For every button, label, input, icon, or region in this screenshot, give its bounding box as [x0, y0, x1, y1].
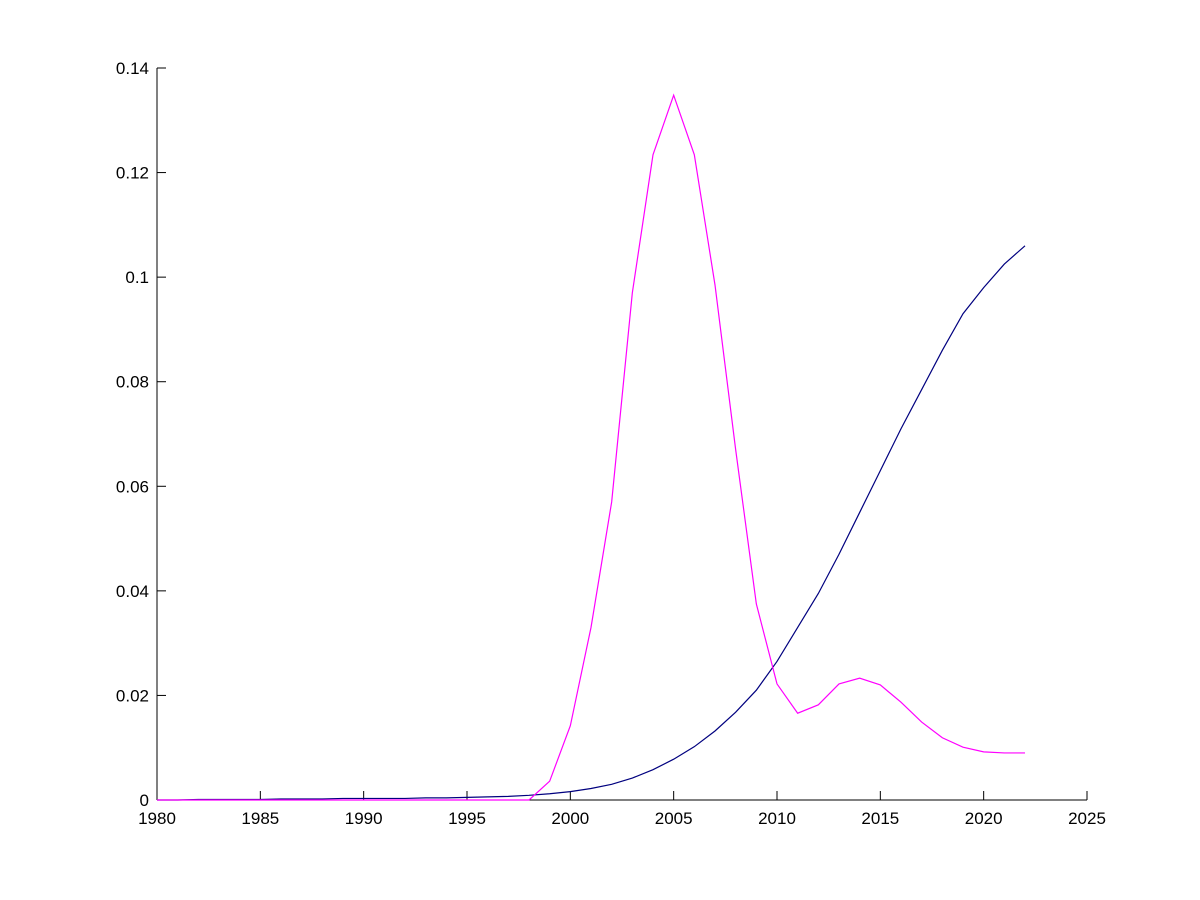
y-tick-label: 0.12	[116, 164, 149, 183]
y-tick-label: 0.04	[116, 582, 149, 601]
x-tick-label: 1995	[448, 809, 486, 828]
y-tick-label: 0.08	[116, 373, 149, 392]
x-tick-label: 2005	[655, 809, 693, 828]
x-tick-label: 2020	[965, 809, 1003, 828]
y-tick-label: 0	[140, 791, 149, 810]
y-tick-label: 0.14	[116, 59, 149, 78]
data-line	[157, 93, 1025, 801]
x-tick-label: 2010	[758, 809, 796, 828]
x-tick-label: 1985	[241, 809, 279, 828]
y-tick-label: 0.02	[116, 686, 149, 705]
x-tick-label: 2025	[1068, 809, 1106, 828]
x-tick-label: 2015	[861, 809, 899, 828]
y-tick-label: 0.06	[116, 477, 149, 496]
x-tick-label: 1980	[138, 809, 176, 828]
data-line	[157, 245, 1026, 801]
y-tick-label: 0.1	[125, 268, 149, 287]
x-tick-label: 2000	[551, 809, 589, 828]
x-tick-label: 1990	[345, 809, 383, 828]
